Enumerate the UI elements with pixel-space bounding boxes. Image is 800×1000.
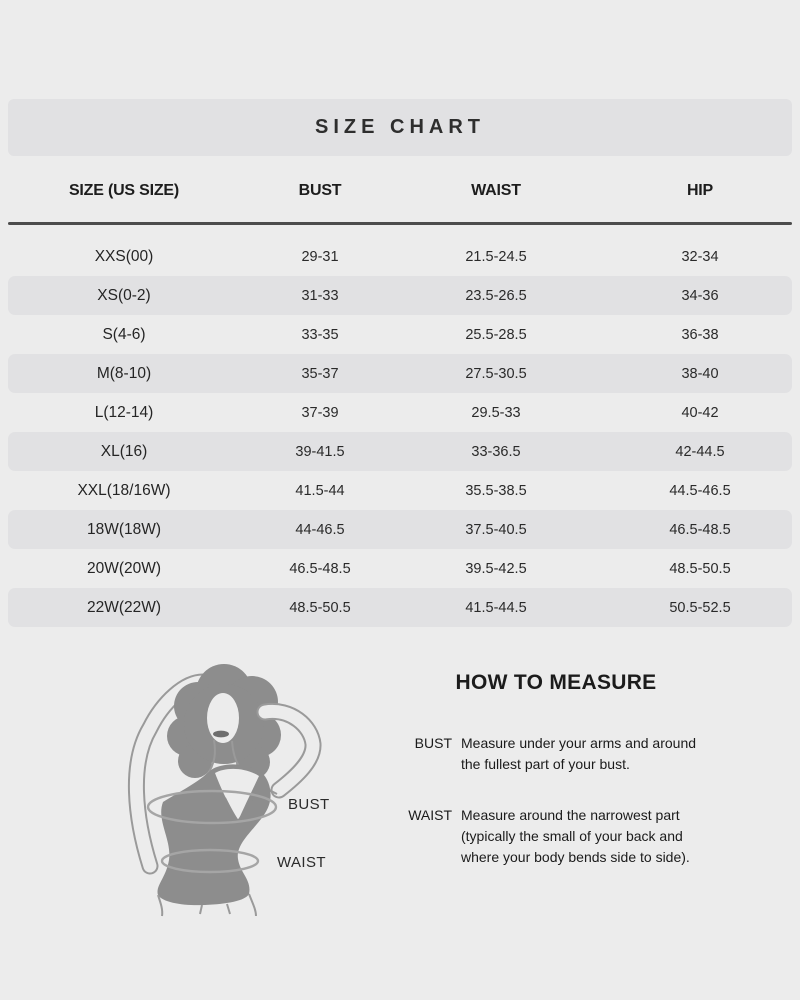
table-row: XXS(00) 29-31 21.5-24.5 32-34 xyxy=(0,237,800,276)
measure-item-waist: WAIST Measure around the narrowest part … xyxy=(400,805,712,868)
table-row: XS(0-2) 31-33 23.5-26.5 34-36 xyxy=(0,276,800,315)
waist-cell: 37.5-40.5 xyxy=(465,521,527,538)
column-header-size: SIZE (US SIZE) xyxy=(68,182,180,199)
hip-cell: 40-42 xyxy=(681,404,719,421)
size-cell: XS(0-2) xyxy=(97,286,151,304)
hip-cell: 46.5-48.5 xyxy=(669,521,731,538)
bust-measure-ring xyxy=(146,789,278,825)
how-to-measure-items: BUST Measure under your arms and around … xyxy=(400,733,712,868)
hip-cell: 34-36 xyxy=(681,287,719,304)
v-neckline xyxy=(215,768,259,821)
waist-measure-ring xyxy=(160,848,260,874)
waist-cell: 25.5-28.5 xyxy=(465,326,527,343)
hip-cell: 36-38 xyxy=(681,326,719,343)
size-table-header-row: SIZE (US SIZE) BUST WAIST HIP xyxy=(0,160,800,222)
waist-cell: 39.5-42.5 xyxy=(465,560,527,577)
hip-cell: 32-34 xyxy=(681,248,719,265)
size-cell: XXL(18/16W) xyxy=(77,481,171,499)
bust-cell: 44-46.5 xyxy=(295,521,345,538)
table-row: 18W(18W) 44-46.5 37.5-40.5 46.5-48.5 xyxy=(0,510,800,549)
size-table-body: XXS(00) 29-31 21.5-24.5 32-34 XS(0-2) 31… xyxy=(0,237,800,627)
waist-cell: 27.5-30.5 xyxy=(465,365,527,382)
measure-item-text: Measure around the narrowest part (typic… xyxy=(461,807,690,865)
bust-cell: 31-33 xyxy=(301,287,339,304)
size-chart-title-band: SIZE CHART xyxy=(8,99,792,156)
how-to-measure-title: HOW TO MEASURE xyxy=(455,671,657,694)
waist-cell: 23.5-26.5 xyxy=(465,287,527,304)
table-row: M(8-10) 35-37 27.5-30.5 38-40 xyxy=(0,354,800,393)
measure-item-text: Measure under your arms and around the f… xyxy=(461,735,697,772)
legs xyxy=(157,893,257,917)
column-header-waist: WAIST xyxy=(471,182,521,199)
measure-item-label: WAIST xyxy=(408,807,452,823)
column-header-hip: HIP xyxy=(686,182,714,199)
lips xyxy=(213,730,229,738)
figure-bust-label: BUST xyxy=(288,796,330,813)
waist-cell: 29.5-33 xyxy=(471,404,521,421)
bust-cell: 29-31 xyxy=(301,248,339,265)
size-cell: 20W(20W) xyxy=(86,559,162,577)
table-row: S(4-6) 33-35 25.5-28.5 36-38 xyxy=(0,315,800,354)
bust-cell: 48.5-50.5 xyxy=(289,599,351,616)
size-cell: XXS(00) xyxy=(94,247,154,265)
size-cell: M(8-10) xyxy=(96,364,152,382)
size-cell: S(4-6) xyxy=(102,325,146,343)
measure-item-label: BUST xyxy=(414,735,452,751)
waist-cell: 41.5-44.5 xyxy=(465,599,527,616)
measurement-figure xyxy=(105,648,355,948)
table-row: L(12-14) 37-39 29.5-33 40-42 xyxy=(0,393,800,432)
bust-cell: 33-35 xyxy=(301,326,339,343)
hip-cell: 42-44.5 xyxy=(675,443,725,460)
hip-cell: 50.5-52.5 xyxy=(669,599,731,616)
bust-contour-lines xyxy=(224,797,253,822)
table-row: XL(16) 39-41.5 33-36.5 42-44.5 xyxy=(0,432,800,471)
hip-cell: 44.5-46.5 xyxy=(669,482,731,499)
bust-cell: 39-41.5 xyxy=(295,443,345,460)
size-cell: XL(16) xyxy=(100,442,148,460)
hip-cell: 38-40 xyxy=(681,365,719,382)
size-cell: L(12-14) xyxy=(94,403,154,421)
size-chart-title: SIZE CHART xyxy=(315,116,485,138)
table-row: 20W(20W) 46.5-48.5 39.5-42.5 48.5-50.5 xyxy=(0,549,800,588)
header-divider-line xyxy=(8,222,792,225)
waist-cell: 33-36.5 xyxy=(471,443,521,460)
size-cell: 22W(22W) xyxy=(86,598,162,616)
size-cell: 18W(18W) xyxy=(86,520,162,538)
woman-figure-illustration xyxy=(127,664,322,917)
waist-cell: 35.5-38.5 xyxy=(465,482,527,499)
figure-waist-label: WAIST xyxy=(277,854,326,871)
bust-cell: 37-39 xyxy=(301,404,339,421)
bust-cell: 41.5-44 xyxy=(295,482,345,499)
face xyxy=(207,693,239,743)
bust-cell: 46.5-48.5 xyxy=(289,560,351,577)
column-header-bust: BUST xyxy=(298,182,342,199)
table-row: XXL(18/16W) 41.5-44 35.5-38.5 44.5-46.5 xyxy=(0,471,800,510)
bust-cell: 35-37 xyxy=(301,365,339,382)
hip-cell: 48.5-50.5 xyxy=(669,560,731,577)
table-row: 22W(22W) 48.5-50.5 41.5-44.5 50.5-52.5 xyxy=(0,588,800,627)
measure-item-bust: BUST Measure under your arms and around … xyxy=(400,733,712,775)
how-to-measure-section: HOW TO MEASURE BUST Measure under your a… xyxy=(400,671,712,898)
waist-cell: 21.5-24.5 xyxy=(465,248,527,265)
right-arm xyxy=(256,702,322,799)
